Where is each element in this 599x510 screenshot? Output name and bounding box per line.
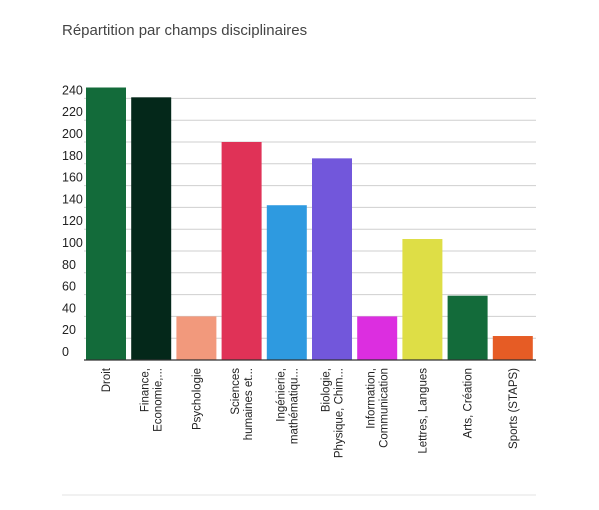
x-tick-label: Lettres, Langues	[417, 368, 429, 454]
bar	[402, 239, 443, 360]
chart-title: Répartition par champs disciplinaires	[62, 22, 307, 39]
x-tick-label: Sports (STAPS)	[508, 368, 520, 449]
y-tick-label: 60	[62, 280, 76, 294]
bar	[86, 87, 126, 360]
y-tick-label: 220	[62, 105, 83, 119]
x-axis-labels: Droit Finance,Economie,... Psychologie Scie…	[101, 367, 520, 458]
x-tick-label: Biologie,Physique, Chim...	[321, 368, 346, 458]
x-tick-label: Arts, Création	[463, 368, 475, 438]
x-tick-label: Droit	[101, 367, 113, 392]
y-axis-ticks: 0 20 40 60 80 100 120 140 160 180 200 220 240	[62, 83, 83, 359]
y-tick-label: 240	[62, 83, 83, 97]
bars	[86, 87, 533, 360]
y-tick-label: 80	[62, 258, 76, 272]
y-tick-label: 180	[62, 149, 83, 163]
y-tick-label: 100	[62, 236, 83, 250]
bar	[176, 316, 217, 360]
x-tick-label: Psychologie	[191, 368, 203, 430]
bar	[447, 295, 488, 360]
bar	[221, 142, 262, 360]
x-tick-label: Ingénierie,mathématiqu...	[275, 368, 300, 444]
y-tick-label: 140	[62, 192, 83, 206]
x-tick-label: Scienceshumaines et...	[230, 368, 255, 440]
bar	[492, 336, 533, 360]
bar	[357, 316, 398, 360]
y-tick-label: 0	[62, 345, 69, 359]
y-tick-label: 200	[62, 127, 83, 141]
y-tick-label: 20	[62, 323, 76, 337]
y-tick-label: 40	[62, 301, 76, 315]
y-tick-label: 160	[62, 171, 83, 185]
bar	[131, 97, 172, 360]
y-tick-label: 120	[62, 214, 83, 228]
bar	[312, 158, 352, 360]
x-tick-label: Finance,Economie,...	[140, 368, 165, 432]
bar	[266, 205, 307, 360]
x-tick-label: Information,Communication	[366, 368, 391, 448]
